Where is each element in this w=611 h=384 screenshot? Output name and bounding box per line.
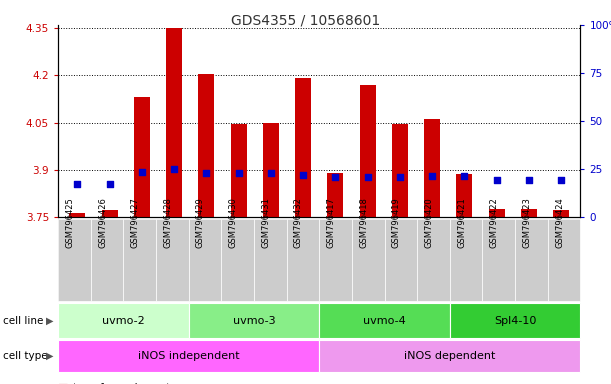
Point: [363, 174, 373, 180]
Text: cell line: cell line: [3, 316, 43, 326]
Text: GSM796423: GSM796423: [522, 198, 532, 248]
Text: transformed count: transformed count: [73, 383, 170, 384]
Point: [73, 181, 82, 187]
Bar: [489, 209, 505, 217]
Point: [298, 172, 308, 179]
Bar: [424, 119, 440, 217]
Text: GSM796420: GSM796420: [425, 198, 434, 248]
Point: [266, 170, 276, 176]
Text: iNOS dependent: iNOS dependent: [404, 351, 496, 361]
Bar: [134, 98, 150, 217]
Text: uvmo-2: uvmo-2: [102, 316, 145, 326]
Bar: [166, 28, 182, 217]
Point: [427, 173, 437, 179]
Text: Spl4-10: Spl4-10: [494, 316, 536, 326]
Bar: [521, 209, 537, 217]
Bar: [199, 74, 214, 217]
Point: [331, 174, 340, 180]
Text: GSM796431: GSM796431: [262, 198, 270, 248]
Bar: [69, 213, 86, 217]
Text: iNOS independent: iNOS independent: [138, 351, 240, 361]
Text: GSM796424: GSM796424: [555, 198, 564, 248]
Text: ▶: ▶: [46, 316, 54, 326]
Text: GDS4355 / 10568601: GDS4355 / 10568601: [231, 13, 380, 27]
Bar: [392, 124, 408, 217]
Text: GSM796421: GSM796421: [457, 198, 466, 248]
Point: [395, 174, 404, 180]
Text: GSM796418: GSM796418: [359, 198, 368, 248]
Text: uvmo-3: uvmo-3: [233, 316, 276, 326]
Point: [202, 170, 211, 176]
Text: GSM796426: GSM796426: [98, 198, 107, 248]
Point: [104, 181, 114, 187]
Text: GSM796430: GSM796430: [229, 198, 238, 248]
Bar: [263, 122, 279, 217]
Text: GSM796429: GSM796429: [196, 198, 205, 248]
Point: [556, 177, 566, 183]
Text: GSM796428: GSM796428: [163, 198, 172, 248]
Bar: [295, 78, 311, 217]
Point: [492, 177, 502, 183]
Text: ■: ■: [58, 383, 68, 384]
Text: GSM796422: GSM796422: [490, 198, 499, 248]
Text: GSM796432: GSM796432: [294, 198, 303, 248]
Text: ▶: ▶: [46, 351, 54, 361]
Text: cell type: cell type: [3, 351, 48, 361]
Text: GSM796427: GSM796427: [131, 198, 140, 248]
Bar: [327, 173, 343, 217]
Text: GSM796419: GSM796419: [392, 198, 401, 248]
Text: GSM796425: GSM796425: [65, 198, 75, 248]
Bar: [230, 124, 247, 217]
Point: [137, 169, 147, 175]
Bar: [553, 210, 569, 217]
Point: [169, 166, 179, 172]
Bar: [359, 85, 376, 217]
Text: uvmo-4: uvmo-4: [363, 316, 406, 326]
Bar: [101, 210, 118, 217]
Text: GSM796417: GSM796417: [326, 198, 335, 248]
Bar: [456, 174, 472, 217]
Point: [459, 173, 469, 179]
Point: [234, 170, 244, 176]
Point: [524, 177, 534, 183]
